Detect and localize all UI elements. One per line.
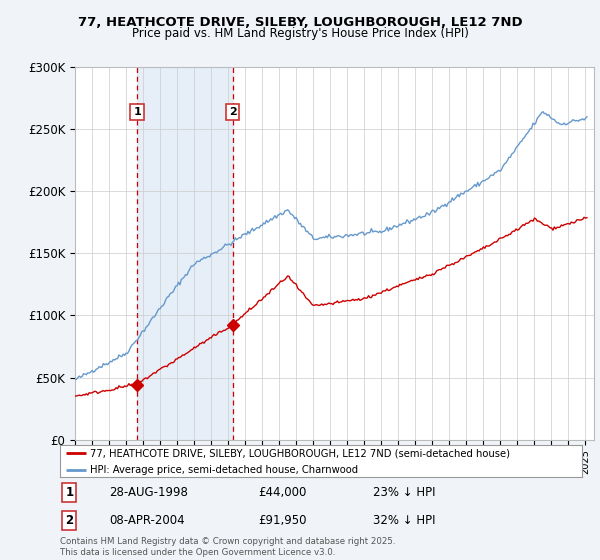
Bar <box>137 67 233 440</box>
Text: 2: 2 <box>229 107 236 117</box>
Text: 32% ↓ HPI: 32% ↓ HPI <box>373 514 436 527</box>
Text: 08-APR-2004: 08-APR-2004 <box>110 514 185 527</box>
Text: 77, HEATHCOTE DRIVE, SILEBY, LOUGHBOROUGH, LE12 7ND (semi-detached house): 77, HEATHCOTE DRIVE, SILEBY, LOUGHBOROUG… <box>90 449 510 459</box>
Text: 28-AUG-1998: 28-AUG-1998 <box>110 486 188 499</box>
Text: 23% ↓ HPI: 23% ↓ HPI <box>373 486 436 499</box>
Text: £44,000: £44,000 <box>259 486 307 499</box>
Text: HPI: Average price, semi-detached house, Charnwood: HPI: Average price, semi-detached house,… <box>90 465 358 475</box>
Text: Price paid vs. HM Land Registry's House Price Index (HPI): Price paid vs. HM Land Registry's House … <box>131 27 469 40</box>
Text: Contains HM Land Registry data © Crown copyright and database right 2025.
This d: Contains HM Land Registry data © Crown c… <box>60 537 395 557</box>
Text: £91,950: £91,950 <box>259 514 307 527</box>
Text: 1: 1 <box>65 486 73 499</box>
Text: 1: 1 <box>133 107 141 117</box>
Text: 77, HEATHCOTE DRIVE, SILEBY, LOUGHBOROUGH, LE12 7ND: 77, HEATHCOTE DRIVE, SILEBY, LOUGHBOROUG… <box>77 16 523 29</box>
Text: 2: 2 <box>65 514 73 527</box>
